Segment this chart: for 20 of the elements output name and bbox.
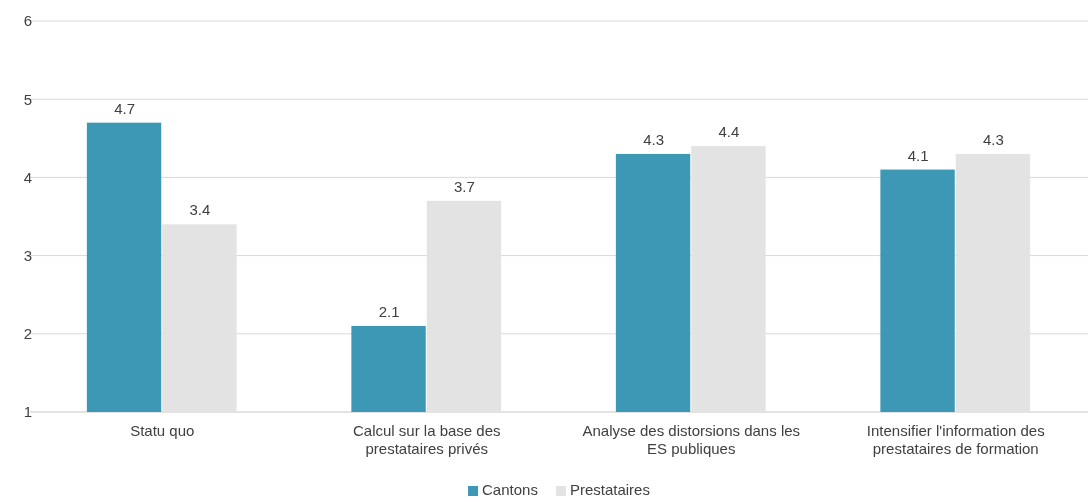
legend-label: Prestataires bbox=[569, 481, 650, 498]
y-tick-label: 3 bbox=[23, 246, 33, 264]
data-label: 4.3 bbox=[643, 130, 664, 148]
data-label: 2.1 bbox=[378, 302, 400, 320]
y-tick-label: 4 bbox=[23, 168, 33, 186]
x-tick-label: Analyse des distorsions dans les ES publiques bbox=[582, 422, 801, 457]
data-label: 3.4 bbox=[189, 201, 211, 219]
x-tick-label: Intensifier l'information des prestataires de formation bbox=[866, 422, 1045, 457]
data-label: 4.4 bbox=[718, 123, 740, 141]
y-tick-label: 2 bbox=[23, 325, 33, 343]
y-tick-label: 1 bbox=[23, 403, 33, 421]
y-tick-label: 6 bbox=[23, 12, 33, 30]
x-tick-label: Calcul sur la base des prestataires privés bbox=[352, 422, 501, 457]
data-label: 3.7 bbox=[454, 177, 475, 195]
legend-label: Cantons bbox=[482, 481, 538, 498]
data-label: 4.7 bbox=[114, 99, 135, 117]
y-tick-label: 5 bbox=[23, 90, 33, 108]
data-label: 4.1 bbox=[907, 146, 929, 164]
x-tick-label: Statu quo bbox=[130, 422, 195, 439]
data-label: 4.3 bbox=[983, 130, 1004, 148]
